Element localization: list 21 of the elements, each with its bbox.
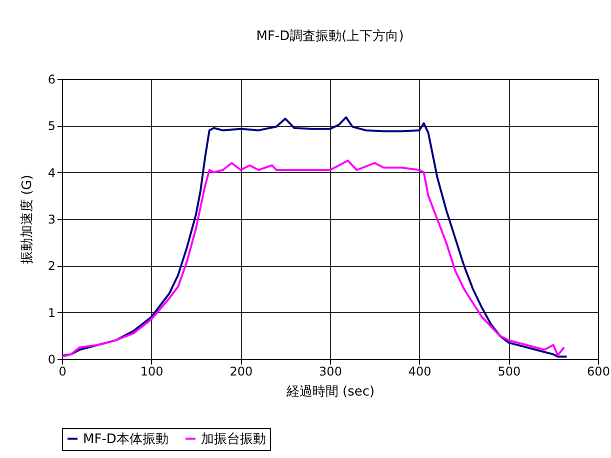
x-tick-label: 500 xyxy=(498,364,521,378)
line-series xyxy=(61,160,566,358)
x-tick-label: 0 xyxy=(58,364,66,378)
line-series xyxy=(61,116,568,358)
y-tick-label: 2 xyxy=(48,259,56,274)
x-tick-label: 200 xyxy=(230,364,253,378)
y-axis-title: 振動加速度 (G) xyxy=(18,174,35,264)
x-tick-label: 600 xyxy=(587,364,610,378)
x-axis-title: 経過時間 (sec) xyxy=(285,384,375,400)
x-tick-label: 400 xyxy=(408,364,432,378)
y-tick-label: 4 xyxy=(48,166,56,180)
y-tick-label: 1 xyxy=(48,306,56,320)
x-tick-label: 300 xyxy=(319,364,342,378)
legend-label: MF-D本体振動 xyxy=(83,432,168,447)
legend-label: 加振台振動 xyxy=(201,432,266,447)
y-tick-label: 6 xyxy=(48,72,56,86)
y-tick-label: 3 xyxy=(48,212,56,226)
y-tick-label: 0 xyxy=(48,352,56,366)
x-tick-label: 100 xyxy=(140,364,164,378)
y-tick-label: 5 xyxy=(48,119,56,134)
chart-title: MF-D調査振動(上下方向) xyxy=(256,28,404,44)
